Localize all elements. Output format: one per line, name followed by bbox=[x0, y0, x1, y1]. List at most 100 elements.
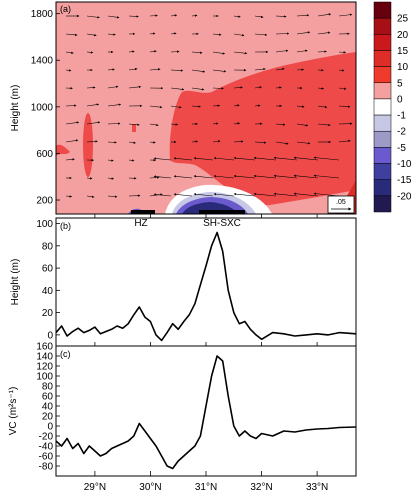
panel-b-frame bbox=[55, 217, 357, 347]
wind-vector bbox=[65, 51, 74, 54]
feature-label-hz: HZ bbox=[134, 218, 147, 229]
colorbar-swatch bbox=[373, 98, 392, 116]
wind-vector bbox=[254, 67, 266, 71]
wind-vector bbox=[212, 69, 227, 73]
wind-vector bbox=[86, 103, 100, 107]
x-tick-label: 32°N bbox=[250, 482, 272, 493]
y-tick-label: 160 bbox=[36, 342, 53, 353]
wind-vector bbox=[317, 13, 332, 17]
y-tick-label: 1800 bbox=[31, 9, 54, 20]
wind-vector bbox=[191, 14, 198, 17]
wind-vector bbox=[107, 141, 117, 144]
wind-vector bbox=[254, 33, 268, 37]
colorbar-swatch bbox=[373, 195, 392, 213]
wind-vector bbox=[213, 193, 235, 197]
wind-vector bbox=[233, 140, 244, 143]
wind-vector bbox=[338, 87, 347, 90]
wind-vector bbox=[317, 105, 328, 109]
y-tick-label: 80 bbox=[42, 241, 54, 252]
wind-vector bbox=[86, 140, 98, 143]
wind-vector bbox=[107, 15, 120, 19]
colorbar-swatch bbox=[373, 17, 392, 35]
wind-vector bbox=[149, 105, 163, 109]
wind-vector bbox=[149, 32, 156, 35]
colorbar-swatch bbox=[373, 82, 392, 100]
y-tick-label: 0 bbox=[47, 422, 53, 433]
wind-vector bbox=[338, 69, 345, 72]
wind-vector bbox=[65, 139, 79, 143]
wind-vector bbox=[273, 156, 298, 161]
heatmap-region-positive-speck bbox=[132, 124, 136, 132]
x-tick-label: 33°N bbox=[306, 482, 328, 493]
colorbar-label: -5 bbox=[397, 143, 406, 154]
colorbar-label: -2 bbox=[397, 127, 406, 138]
panel-a-y-axis-label: Height (m) bbox=[10, 85, 21, 132]
wind-vector bbox=[338, 51, 346, 54]
series-line bbox=[55, 355, 357, 470]
wind-vector bbox=[86, 33, 97, 37]
panel-b-y-axis-label: Height (m) bbox=[10, 259, 21, 306]
y-tick-label: 60 bbox=[42, 264, 54, 275]
wind-vector bbox=[149, 176, 160, 179]
wind-vector bbox=[338, 139, 351, 143]
wind-vector bbox=[233, 15, 241, 18]
wind-vector bbox=[65, 158, 75, 161]
heatmap-region-positive-left bbox=[83, 113, 93, 177]
wind-vector bbox=[296, 14, 310, 17]
colorbar-swatch bbox=[373, 130, 392, 148]
y-tick-label: 40 bbox=[42, 286, 54, 297]
wind-vector bbox=[317, 123, 331, 127]
wind-vector bbox=[173, 193, 193, 197]
colorbar-label: 0 bbox=[397, 94, 403, 105]
wind-vector bbox=[293, 156, 319, 161]
y-tick-label: 1400 bbox=[31, 56, 54, 67]
wind-vector bbox=[254, 141, 267, 144]
wind-vector bbox=[233, 122, 240, 125]
wind-vector bbox=[193, 175, 214, 179]
wind-vector bbox=[212, 87, 224, 90]
y-tick-label: 40 bbox=[42, 402, 54, 413]
wind-vector bbox=[253, 174, 277, 179]
panel-c-series bbox=[55, 355, 357, 470]
wind-vector bbox=[65, 195, 72, 198]
colorbar-label: -10 bbox=[397, 159, 412, 170]
wind-vector bbox=[128, 141, 136, 144]
wind-vector bbox=[191, 69, 206, 73]
wind-vector bbox=[107, 195, 118, 198]
wind-vector bbox=[191, 140, 198, 143]
colorbar-swatch bbox=[373, 179, 392, 197]
wind-vector bbox=[296, 141, 311, 145]
colorbar: 25 20 15 10 5 0 -1 -2 -5 -10 -15 -20 bbox=[373, 1, 412, 213]
wind-vector bbox=[191, 51, 203, 54]
y-tick-label: 80 bbox=[42, 382, 54, 393]
y-tick-label: 600 bbox=[36, 149, 53, 160]
wind-vector bbox=[275, 141, 289, 145]
wind-vector bbox=[233, 156, 256, 161]
wind-vector bbox=[65, 33, 78, 37]
wind-vector bbox=[293, 174, 319, 179]
panel-a-y-axis: 200 600 1000 1400 1800 bbox=[31, 9, 60, 207]
wind-vector bbox=[213, 175, 235, 179]
wind-vector bbox=[153, 193, 172, 197]
wind-vector bbox=[107, 68, 115, 71]
wind-vector bbox=[173, 175, 193, 179]
wind-vector bbox=[86, 15, 100, 19]
panel-c-label: (c) bbox=[60, 349, 71, 359]
wind-vector bbox=[338, 105, 351, 108]
wind-vector bbox=[275, 15, 287, 18]
wind-vector bbox=[275, 49, 289, 53]
wind-vector bbox=[86, 177, 93, 180]
wind-vector bbox=[170, 14, 178, 17]
wind-vector bbox=[128, 67, 138, 71]
wind-vector bbox=[170, 32, 177, 35]
wind-vector bbox=[313, 174, 340, 179]
colorbar-swatch bbox=[373, 66, 392, 84]
feature-label-sh-sxc: SH-SXC bbox=[203, 218, 241, 229]
wind-vector bbox=[149, 14, 158, 17]
wind-vector bbox=[212, 122, 219, 125]
wind-vector bbox=[149, 123, 159, 127]
wind-vector bbox=[317, 87, 324, 90]
y-tick-label: 140 bbox=[36, 352, 53, 363]
wind-vector bbox=[128, 15, 139, 18]
y-tick-label: 60 bbox=[42, 392, 54, 403]
